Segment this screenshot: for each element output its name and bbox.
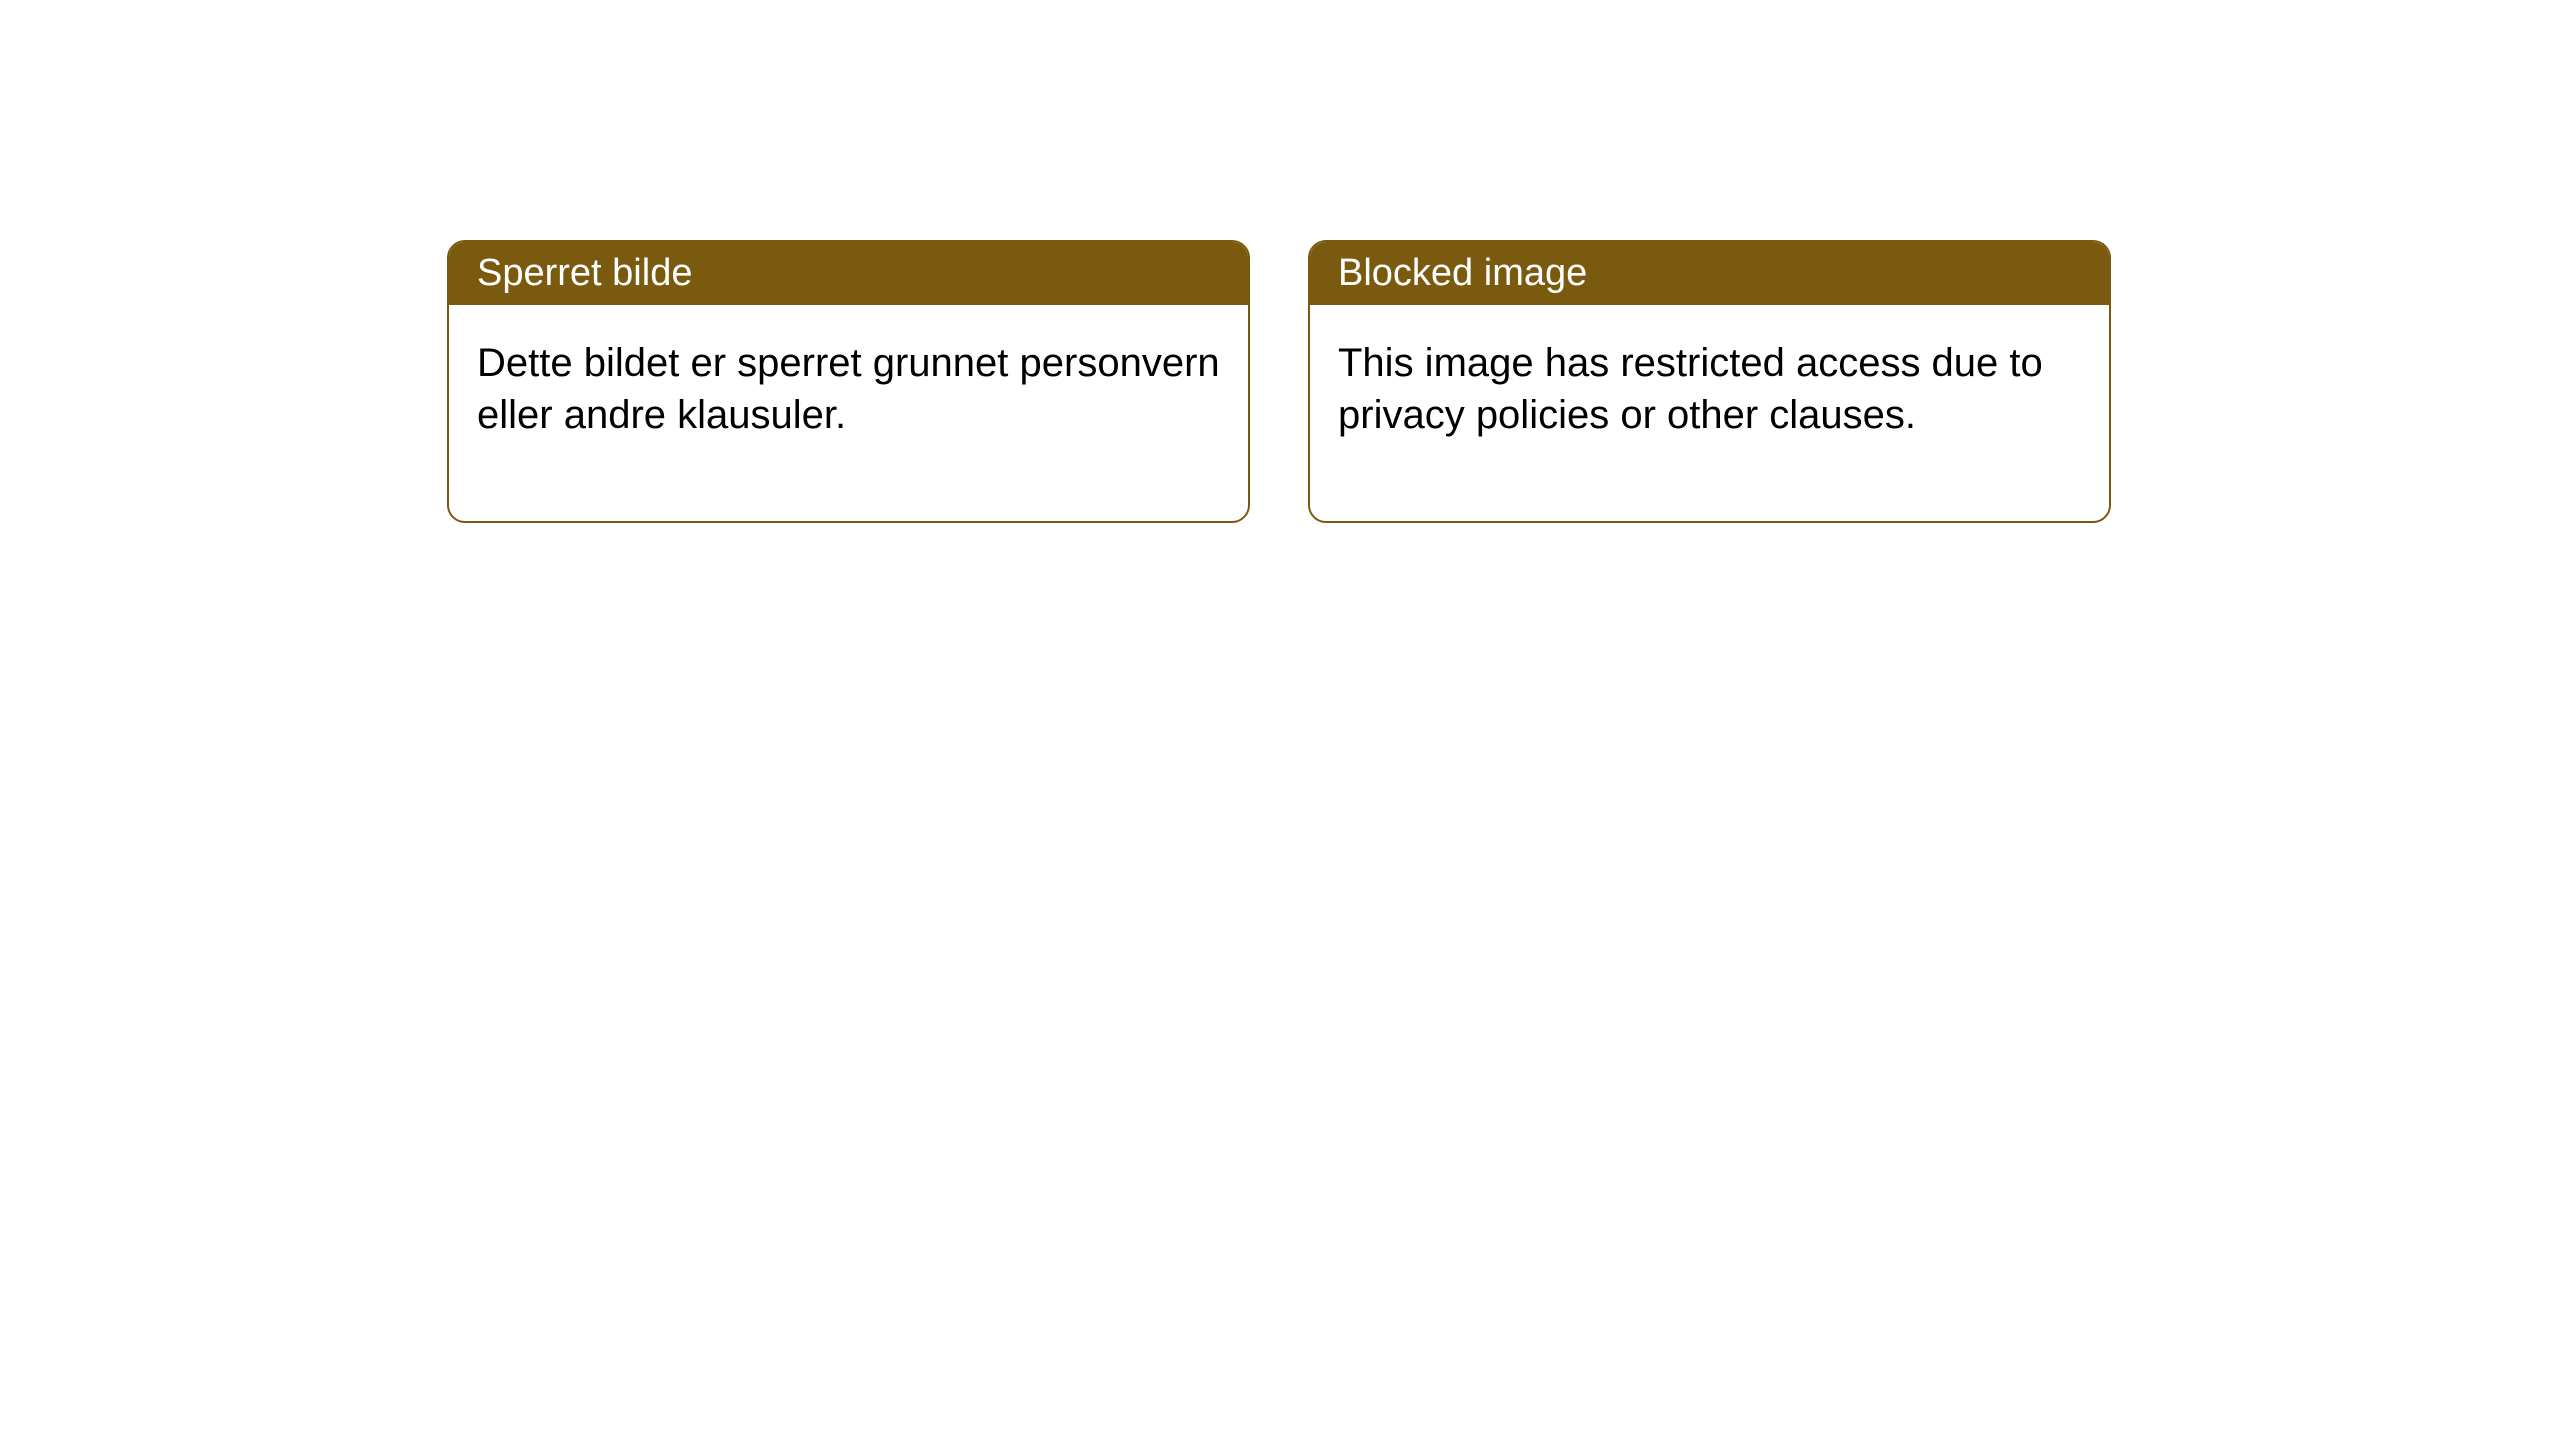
notice-header-norwegian: Sperret bilde [449, 242, 1248, 305]
notice-body-english: This image has restricted access due to … [1310, 305, 2109, 521]
notice-body-norwegian: Dette bildet er sperret grunnet personve… [449, 305, 1248, 521]
notice-card-english: Blocked image This image has restricted … [1308, 240, 2111, 523]
notice-card-norwegian: Sperret bilde Dette bildet er sperret gr… [447, 240, 1250, 523]
notice-header-english: Blocked image [1310, 242, 2109, 305]
notice-cards-container: Sperret bilde Dette bildet er sperret gr… [447, 240, 2111, 523]
